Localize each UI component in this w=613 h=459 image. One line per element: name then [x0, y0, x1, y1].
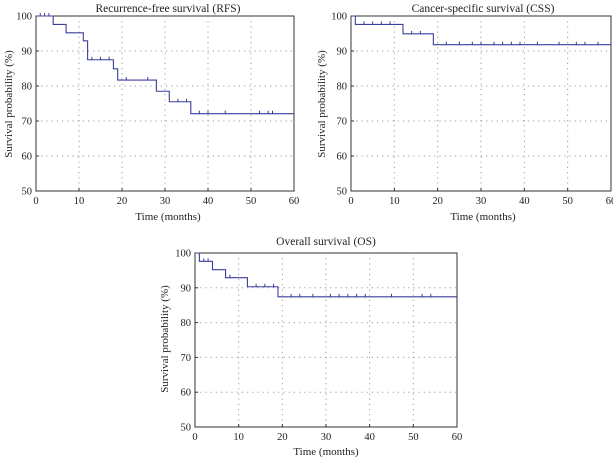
- css-y-tick-label: 100: [331, 12, 347, 23]
- css-x-tick-label: 20: [432, 196, 443, 207]
- os-x-tick-label: 0: [192, 432, 197, 443]
- rfs-y-tick-label: 90: [22, 47, 33, 58]
- os-y-tick-label: 70: [181, 353, 192, 364]
- css-y-label: Survival probability (%): [316, 50, 328, 158]
- css-x-tick-label: 0: [348, 196, 353, 207]
- rfs-panel: Recurrence-free survival (RFS) Survival …: [3, 3, 299, 223]
- os-y-label: Survival probability (%): [159, 285, 171, 393]
- rfs-x-tick-label: 50: [246, 196, 257, 207]
- css-x-tick-label: 50: [562, 196, 573, 207]
- rfs-y-label: Survival probability (%): [3, 50, 15, 158]
- rfs-x-tick-label: 30: [160, 196, 171, 207]
- css-y-tick-label: 50: [337, 187, 348, 198]
- css-y-tick-label: 60: [337, 152, 348, 163]
- css-y-tick-label: 90: [337, 47, 348, 58]
- rfs-y-tick-label: 50: [22, 187, 33, 198]
- os-x-tick-label: 50: [408, 432, 419, 443]
- os-y-tick-label: 60: [181, 388, 192, 399]
- css-x-tick-label: 60: [606, 196, 613, 207]
- os-x-tick-label: 10: [233, 432, 244, 443]
- css-survival-curve: [351, 15, 611, 46]
- rfs-x-tick-label: 20: [117, 196, 128, 207]
- os-y-tick-label: 80: [181, 318, 192, 329]
- rfs-x-label: Time (months): [135, 211, 201, 223]
- css-x-tick-label: 30: [476, 196, 487, 207]
- rfs-y-tick-label: 80: [22, 82, 33, 93]
- os-x-tick-label: 20: [277, 432, 288, 443]
- rfs-x-tick-label: 60: [289, 196, 300, 207]
- os-panel: Overall survival (OS) Survival probabili…: [159, 236, 462, 458]
- os-title: Overall survival (OS): [276, 236, 376, 248]
- rfs-y-tick-label: 60: [22, 152, 33, 163]
- css-x-label: Time (months): [450, 211, 516, 223]
- os-x-label: Time (months): [293, 446, 359, 458]
- rfs-x-tick-label: 10: [74, 196, 85, 207]
- os-y-tick-label: 100: [175, 249, 191, 260]
- rfs-x-tick-label: 0: [33, 196, 38, 207]
- rfs-y-tick-label: 100: [16, 12, 32, 23]
- css-x-tick-label: 40: [519, 196, 530, 207]
- os-x-tick-label: 60: [452, 432, 463, 443]
- css-title: Cancer-specific survival (CSS): [412, 3, 555, 15]
- os-x-tick-label: 30: [321, 432, 332, 443]
- css-x-tick-label: 10: [389, 196, 400, 207]
- os-y-tick-label: 90: [181, 283, 192, 294]
- os-y-tick-label: 50: [181, 423, 192, 434]
- rfs-title: Recurrence-free survival (RFS): [96, 3, 241, 15]
- rfs-x-tick-label: 40: [203, 196, 214, 207]
- os-x-tick-label: 40: [364, 432, 375, 443]
- css-y-tick-label: 80: [337, 82, 348, 93]
- css-y-tick-label: 70: [337, 117, 348, 128]
- css-panel: Cancer-specific survival (CSS) Survival …: [316, 3, 613, 223]
- rfs-y-tick-label: 70: [22, 117, 33, 128]
- os-survival-curve: [195, 252, 457, 298]
- rfs-survival-curve: [36, 15, 294, 115]
